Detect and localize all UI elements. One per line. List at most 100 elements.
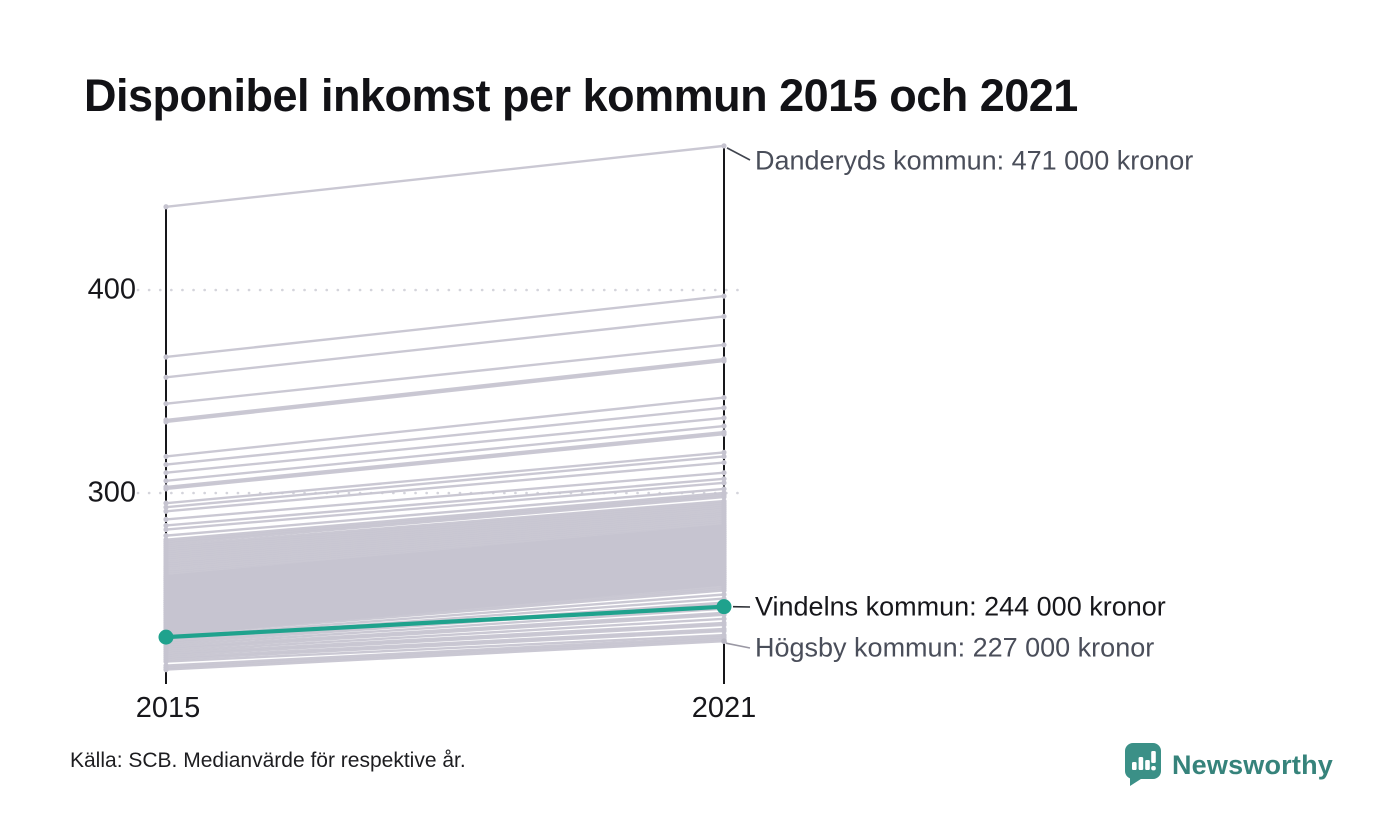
annotation-danderyd: Danderyds kommun: 471 000 kronor — [755, 145, 1194, 176]
municipality-line — [165, 430, 725, 489]
municipality-line — [165, 357, 725, 422]
line-endpoint — [721, 622, 727, 628]
municipality-line — [165, 544, 725, 598]
municipality-line — [165, 542, 725, 596]
y-axis-tick-300: 300 — [87, 476, 136, 509]
newsworthy-pin-barchart-icon — [1124, 743, 1161, 786]
line-endpoint — [163, 500, 169, 506]
connector-hogsby-dot — [721, 638, 727, 644]
municipality-line — [165, 493, 725, 543]
municipality-line — [165, 583, 725, 637]
municipality-line — [165, 627, 725, 659]
municipality-line — [165, 568, 725, 623]
line-endpoint — [721, 293, 727, 299]
line-endpoint — [721, 405, 727, 411]
line-endpoint — [721, 431, 727, 437]
line-endpoint — [721, 423, 727, 429]
x-axis-label-2015: 2015 — [135, 692, 201, 724]
highlight-line-vindeln — [165, 604, 725, 640]
municipality-line — [165, 455, 725, 509]
municipality-line — [165, 566, 725, 621]
municipality-line — [165, 471, 725, 521]
municipality-line — [165, 487, 725, 537]
municipality-line — [165, 524, 725, 578]
source-note: Källa: SCB. Medianvärde för respektive å… — [70, 749, 466, 772]
municipality-line — [165, 461, 725, 513]
line-endpoint — [721, 415, 727, 421]
line-endpoint — [163, 204, 169, 210]
line-endpoint — [721, 480, 727, 486]
line-endpoint — [163, 516, 169, 522]
municipality-line — [165, 528, 725, 582]
newsworthy-logo: Newsworthy — [1124, 742, 1333, 788]
line-endpoint — [721, 470, 727, 476]
municipality-line — [165, 510, 725, 558]
municipality-line — [165, 540, 725, 594]
municipality-line — [165, 538, 725, 592]
line-endpoint — [721, 486, 727, 492]
municipality-line — [165, 554, 725, 608]
line-endpoint — [163, 486, 169, 492]
municipality-line — [165, 396, 725, 458]
municipality-line — [165, 530, 725, 584]
municipality-line — [165, 575, 725, 629]
municipality-line — [165, 550, 725, 604]
x-axis-label-2021: 2021 — [691, 692, 757, 724]
municipality-line — [165, 534, 725, 588]
municipality-line — [165, 560, 725, 614]
municipality-line — [165, 526, 725, 580]
line-endpoint — [721, 313, 727, 319]
municipality-line — [165, 570, 725, 625]
line-endpoint — [163, 401, 169, 407]
municipality-line — [165, 558, 725, 612]
page-title: Disponibel inkomst per kommun 2015 och 2… — [84, 70, 1078, 121]
municipality-line — [165, 613, 725, 651]
municipality-line — [165, 481, 725, 531]
municipality-line — [165, 607, 725, 647]
municipality-line — [165, 579, 725, 633]
municipality-line — [165, 635, 725, 667]
line-endpoint — [721, 628, 727, 634]
municipality-line — [165, 581, 725, 635]
line-endpoint — [163, 354, 169, 360]
line-endpoint — [721, 453, 727, 460]
municipality-line — [165, 617, 725, 653]
line-endpoint — [721, 459, 727, 466]
municipality-line — [165, 637, 725, 669]
line-endpoint — [721, 476, 727, 482]
municipality-line — [165, 522, 725, 570]
municipality-line — [165, 359, 725, 424]
municipality-line — [165, 508, 725, 556]
municipality-line — [165, 315, 725, 379]
municipality-line — [165, 495, 725, 545]
line-endpoint — [721, 591, 727, 598]
municipality-line — [165, 633, 725, 663]
municipality-line — [165, 520, 725, 568]
line-endpoint — [721, 394, 727, 401]
municipality-line — [165, 611, 725, 649]
annotation-vindeln: Vindelns kommun: 244 000 kronor — [755, 591, 1166, 622]
municipality-line — [165, 623, 725, 657]
municipality-line — [165, 506, 725, 554]
line-endpoint — [163, 470, 169, 476]
line-endpoint — [163, 533, 169, 539]
line-endpoint — [163, 478, 169, 484]
line-endpoint — [163, 667, 169, 673]
municipality-line — [165, 451, 725, 505]
municipality-line — [165, 629, 725, 661]
highlight-point-2015 — [158, 629, 174, 645]
municipality-line — [165, 499, 725, 547]
annotation-hogsby: Högsby kommun: 227 000 kronor — [755, 632, 1155, 663]
municipality-line — [165, 501, 725, 550]
municipality-line — [165, 294, 725, 359]
municipality-line — [165, 512, 725, 560]
line-endpoint — [163, 504, 169, 510]
municipality-line — [165, 424, 725, 483]
line-endpoint — [163, 522, 169, 529]
municipality-line — [165, 552, 725, 606]
y-axis-tick-400: 400 — [87, 273, 136, 306]
municipality-line — [165, 144, 725, 208]
line-endpoint — [163, 374, 169, 380]
line-endpoint — [163, 419, 169, 425]
